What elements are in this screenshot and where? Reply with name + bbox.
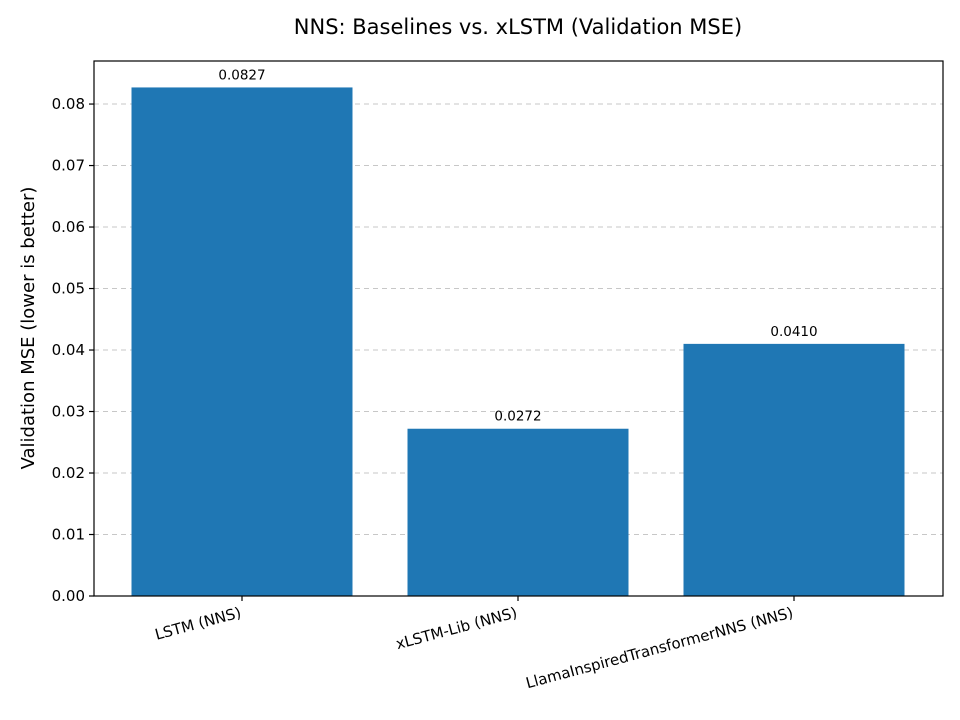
bars <box>131 87 905 596</box>
bar-value-label: 0.0410 <box>770 324 817 340</box>
x-axis-ticks: LSTM (NNS) xLSTM-Lib (NNS) LlamaInspiredTr… <box>153 596 795 692</box>
bar-value-label: 0.0827 <box>218 67 265 83</box>
y-tick-label: 0.07 <box>52 157 85 175</box>
y-tick-label: 0.04 <box>52 341 85 359</box>
y-tick-label: 0.00 <box>52 587 85 605</box>
bar <box>407 428 629 596</box>
x-tick-label: LSTM (NNS) <box>153 603 243 643</box>
x-tick-label: LlamaInspiredTransformerNNS (NNS) <box>524 603 795 692</box>
y-tick-label: 0.01 <box>52 526 85 544</box>
chart-title: NNS: Baselines vs. xLSTM (Validation MSE… <box>294 15 742 39</box>
y-axis-label: Validation MSE (lower is better) <box>18 187 39 470</box>
y-tick-label: 0.02 <box>52 464 85 482</box>
bar <box>131 87 353 596</box>
y-axis-ticks: 0.00 0.01 0.02 0.03 0.04 0.05 0.06 0.07 0.08 <box>52 95 94 605</box>
x-tick-label: xLSTM-Lib (NNS) <box>394 603 519 653</box>
y-tick-label: 0.05 <box>52 280 85 298</box>
bar-value-label: 0.0272 <box>494 409 541 425</box>
y-tick-label: 0.06 <box>52 218 85 236</box>
bar <box>683 343 905 596</box>
y-tick-label: 0.08 <box>52 95 85 113</box>
data-labels: 0.0827 0.0272 0.0410 <box>218 67 817 424</box>
y-tick-label: 0.03 <box>52 403 85 421</box>
